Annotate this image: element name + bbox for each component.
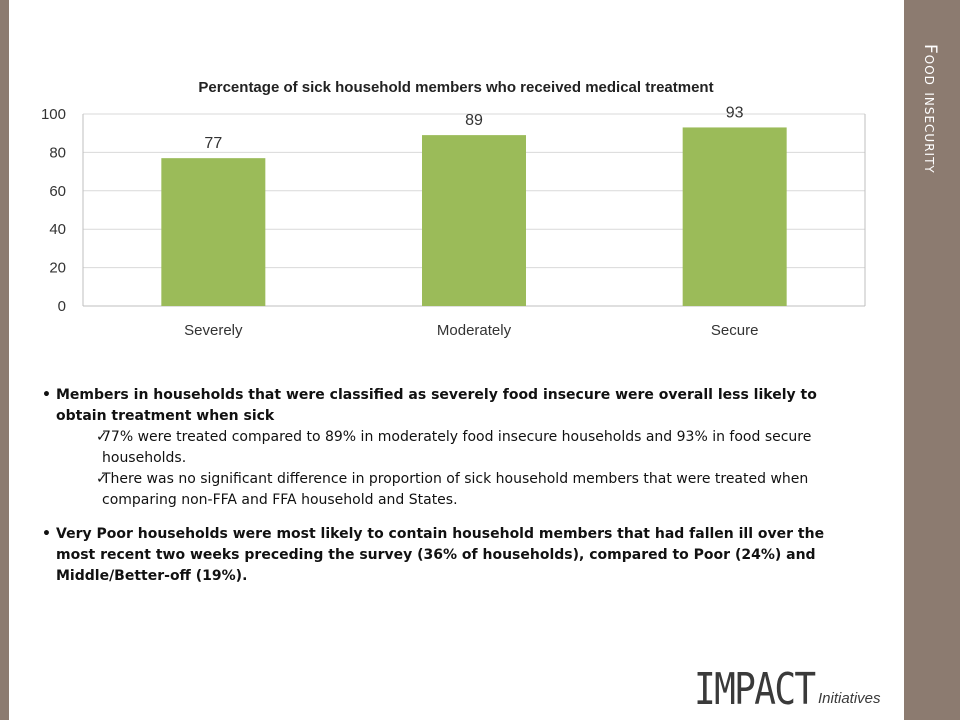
data-label: 93 xyxy=(726,104,744,121)
chart-labels: 0 20 40 60 80 100 77 Severely 89 Moderately 93 Secu… xyxy=(41,104,758,339)
bullet-text: Members in households that were classifi… xyxy=(56,387,817,424)
bar-severely xyxy=(161,158,266,306)
y-tick-label: 60 xyxy=(49,183,66,200)
right-side-band xyxy=(904,0,960,720)
y-tick-label: 0 xyxy=(58,298,66,315)
bullet-severely-insecure: Members in households that were classifi… xyxy=(42,385,862,427)
bullet-text: Very Poor households were most likely to… xyxy=(56,526,825,584)
check-item-no-difference: ✓ There was no significant difference in … xyxy=(96,469,862,511)
chart-title: Percentage of sick household members who… xyxy=(198,79,713,96)
y-tick-label: 20 xyxy=(49,260,66,277)
section-title-text: Food insecurity xyxy=(920,44,940,174)
check-icon: ✓ xyxy=(96,471,108,487)
data-label: 89 xyxy=(465,112,483,129)
check-icon: ✓ xyxy=(96,429,108,445)
bar-secure xyxy=(682,127,787,306)
bar-chart: Percentage of sick household members who… xyxy=(41,79,866,339)
logo-sub-text: Initiatives xyxy=(818,690,881,707)
findings-text: Members in households that were classifi… xyxy=(42,385,862,587)
check-text: 77% were treated compared to 89% in mode… xyxy=(102,429,812,466)
section-title: Food insecurity xyxy=(904,0,960,260)
bar-moderately xyxy=(422,135,526,306)
bullet-very-poor-households: Very Poor households were most likely to… xyxy=(42,524,862,587)
check-item-treated-rates: ✓ 77% were treated compared to 89% in mod… xyxy=(96,427,862,469)
y-tick-label: 100 xyxy=(41,106,66,123)
y-tick-label: 80 xyxy=(49,144,66,161)
x-category-label: Moderately xyxy=(437,322,512,339)
impact-initiatives-logo: IMPACT Initiatives xyxy=(694,664,898,715)
logo-main-text: IMPACT xyxy=(694,664,816,715)
x-category-label: Severely xyxy=(184,322,243,339)
data-label: 77 xyxy=(204,135,222,152)
left-edge-strip xyxy=(0,0,9,720)
x-category-label: Secure xyxy=(711,322,759,339)
check-text: There was no significant difference in p… xyxy=(102,471,809,508)
y-tick-label: 40 xyxy=(49,221,66,238)
chart-bars xyxy=(161,127,787,306)
